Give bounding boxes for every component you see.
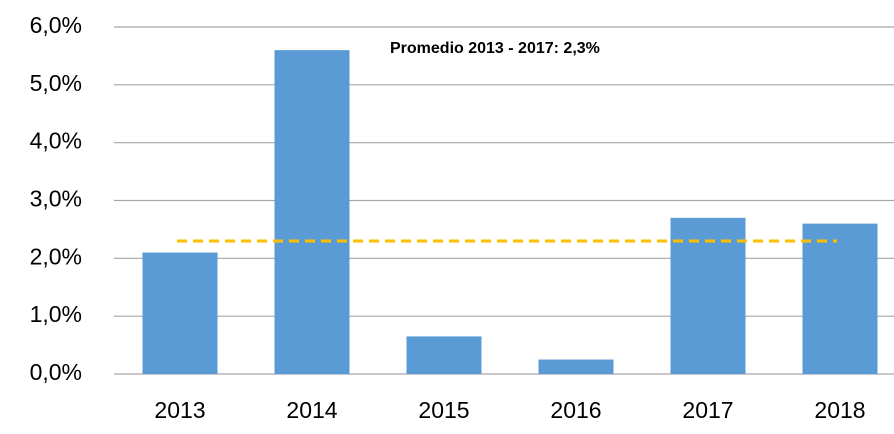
bar — [538, 359, 614, 374]
y-tick-label: 4,0% — [30, 128, 82, 154]
y-tick-label: 1,0% — [30, 301, 82, 327]
annotation: Promedio 2013 - 2017: 2,3% — [390, 40, 600, 57]
y-tick-label: 2,0% — [30, 243, 82, 269]
bar — [274, 50, 350, 375]
x-tick-label: 2014 — [286, 397, 337, 423]
bar — [142, 252, 218, 374]
x-tick-label: 2016 — [550, 397, 601, 423]
bar — [802, 223, 878, 374]
y-tick-label: 0,0% — [30, 359, 82, 385]
bar — [670, 217, 746, 374]
y-tick-label: 6,0% — [30, 12, 82, 38]
y-tick-label: 3,0% — [30, 186, 82, 212]
x-tick-label: 2013 — [154, 397, 205, 423]
y-tick-label: 5,0% — [30, 70, 82, 96]
bar — [406, 336, 482, 374]
x-tick-label: 2018 — [814, 397, 865, 423]
x-tick-label: 2017 — [682, 397, 733, 423]
x-tick-label: 2015 — [418, 397, 469, 423]
